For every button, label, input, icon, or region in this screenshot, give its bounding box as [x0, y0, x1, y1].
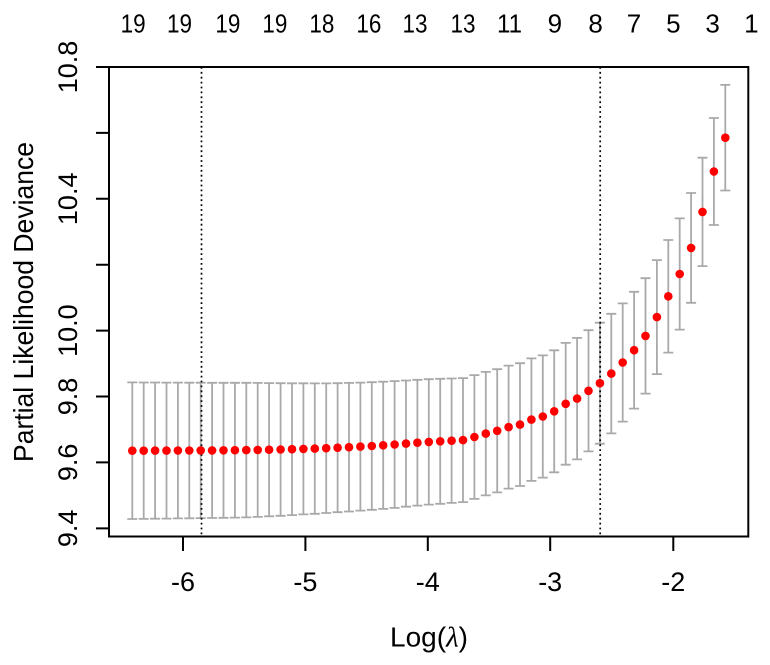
svg-text:19: 19: [167, 8, 192, 38]
svg-text:19: 19: [121, 8, 146, 38]
svg-text:9: 9: [548, 8, 562, 38]
svg-text:9.8: 9.8: [53, 378, 83, 416]
svg-text:Partial Likelihood Deviance: Partial Likelihood Deviance: [8, 142, 39, 462]
svg-text:-5: -5: [293, 567, 317, 597]
svg-text:11: 11: [497, 8, 522, 38]
svg-text:5: 5: [666, 8, 680, 38]
svg-text:16: 16: [356, 8, 381, 38]
svg-text:9.6: 9.6: [53, 444, 83, 482]
svg-text:-6: -6: [171, 567, 195, 597]
svg-text:7: 7: [627, 8, 641, 38]
svg-text:8: 8: [588, 8, 602, 38]
svg-text:13: 13: [451, 8, 476, 38]
svg-text:10.4: 10.4: [53, 173, 83, 226]
svg-text:3: 3: [705, 8, 719, 38]
svg-text:Log(λ): Log(λ): [390, 622, 468, 654]
svg-text:18: 18: [309, 8, 334, 38]
svg-text:-2: -2: [661, 567, 685, 597]
svg-text:10.8: 10.8: [53, 41, 83, 94]
svg-text:1: 1: [744, 8, 758, 38]
svg-text:10.0: 10.0: [53, 304, 83, 357]
svg-text:19: 19: [215, 8, 240, 38]
svg-text:19: 19: [262, 8, 287, 38]
svg-text:-4: -4: [416, 567, 440, 597]
svg-text:13: 13: [403, 8, 428, 38]
svg-text:9.4: 9.4: [53, 510, 83, 548]
svg-text:-3: -3: [538, 567, 562, 597]
